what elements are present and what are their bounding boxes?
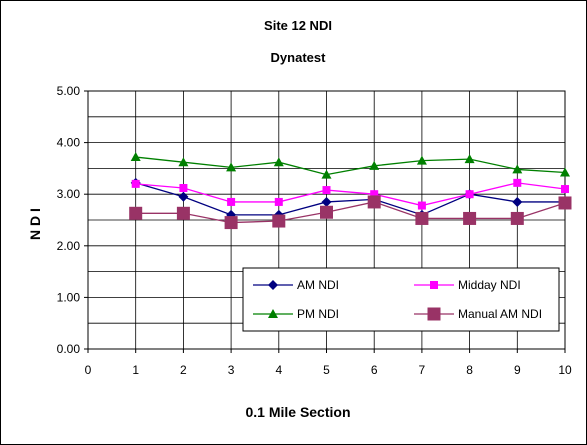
y-tick-label: 3.00 <box>57 187 81 201</box>
series-line <box>135 182 565 216</box>
data-point <box>178 191 189 202</box>
data-point <box>558 196 572 210</box>
data-point <box>273 157 284 167</box>
y-axis-label: N D I <box>27 208 43 240</box>
legend-label: Midday NDI <box>458 278 521 292</box>
data-point <box>178 157 189 167</box>
y-tick-label: 0.00 <box>57 342 81 356</box>
series-1 <box>131 178 569 210</box>
data-point <box>322 186 331 195</box>
data-point <box>513 178 522 187</box>
plot-area: 0.00 1.00 2.00 3.00 4.00 5.00 0 1 2 3 4 5 6 7 8 9 10 <box>57 84 572 377</box>
y-tick-label: 2.00 <box>57 239 81 253</box>
data-point <box>561 185 569 194</box>
series-2 <box>130 152 570 179</box>
data-point <box>176 206 190 220</box>
chart-title: Site 12 NDI <box>264 18 332 33</box>
legend-label: AM NDI <box>297 278 339 292</box>
data-point <box>274 197 283 206</box>
data-point <box>130 152 141 162</box>
data-point <box>321 169 332 179</box>
legend-item: PM NDI <box>253 307 339 321</box>
legend: AM NDI Midday NDI PM NDI Manual AM NDI <box>242 267 560 332</box>
x-tick-label: 2 <box>180 363 187 377</box>
data-point <box>226 162 237 172</box>
data-point <box>224 216 238 230</box>
x-tick-label: 8 <box>466 363 473 377</box>
x-tick-label: 1 <box>132 363 139 377</box>
y-tick-label: 5.00 <box>57 84 81 98</box>
data-point <box>512 196 523 207</box>
y-tick-label: 1.00 <box>57 290 81 304</box>
legend-marker <box>268 280 278 290</box>
data-point <box>510 211 524 225</box>
legend-box <box>242 267 560 332</box>
x-tick-label: 4 <box>275 363 282 377</box>
data-point <box>370 190 379 199</box>
legend-item: AM NDI <box>253 278 339 292</box>
data-point <box>227 197 236 206</box>
legend-label: Manual AM NDI <box>458 307 542 321</box>
series-line <box>135 201 566 224</box>
data-point <box>321 196 332 207</box>
data-point <box>463 211 477 225</box>
x-tick-label: 9 <box>514 363 521 377</box>
data-point <box>464 154 475 164</box>
x-tick-label: 0 <box>85 363 92 377</box>
series-line <box>135 156 566 176</box>
series-3 <box>129 195 572 230</box>
y-tick-label: 4.00 <box>57 136 81 150</box>
legend-item: Manual AM NDI <box>414 307 542 321</box>
x-tick-label: 5 <box>323 363 330 377</box>
data-point <box>320 205 333 219</box>
x-tick-label: 3 <box>228 363 235 377</box>
data-point <box>272 214 286 228</box>
data-point <box>465 190 474 199</box>
data-point <box>179 184 188 193</box>
legend-label: PM NDI <box>297 307 339 321</box>
data-point <box>512 164 523 174</box>
data-point <box>367 195 381 209</box>
x-tick-label: 10 <box>558 363 572 377</box>
data-point <box>415 211 429 225</box>
x-tick-label: 7 <box>419 363 426 377</box>
data-point <box>417 201 426 210</box>
legend-item: Midday NDI <box>414 278 521 292</box>
x-axis-label: 0.1 Mile Section <box>245 404 350 420</box>
data-point <box>416 155 427 165</box>
x-tick-label: 6 <box>371 363 378 377</box>
data-point <box>369 160 380 170</box>
legend-marker <box>427 307 441 321</box>
chart-subtitle: Dynatest <box>271 50 327 65</box>
data-point <box>560 167 570 177</box>
series-line <box>135 182 566 207</box>
data-point <box>131 179 140 188</box>
legend-marker <box>430 281 438 289</box>
legend-marker <box>268 309 278 318</box>
data-point <box>129 206 143 220</box>
